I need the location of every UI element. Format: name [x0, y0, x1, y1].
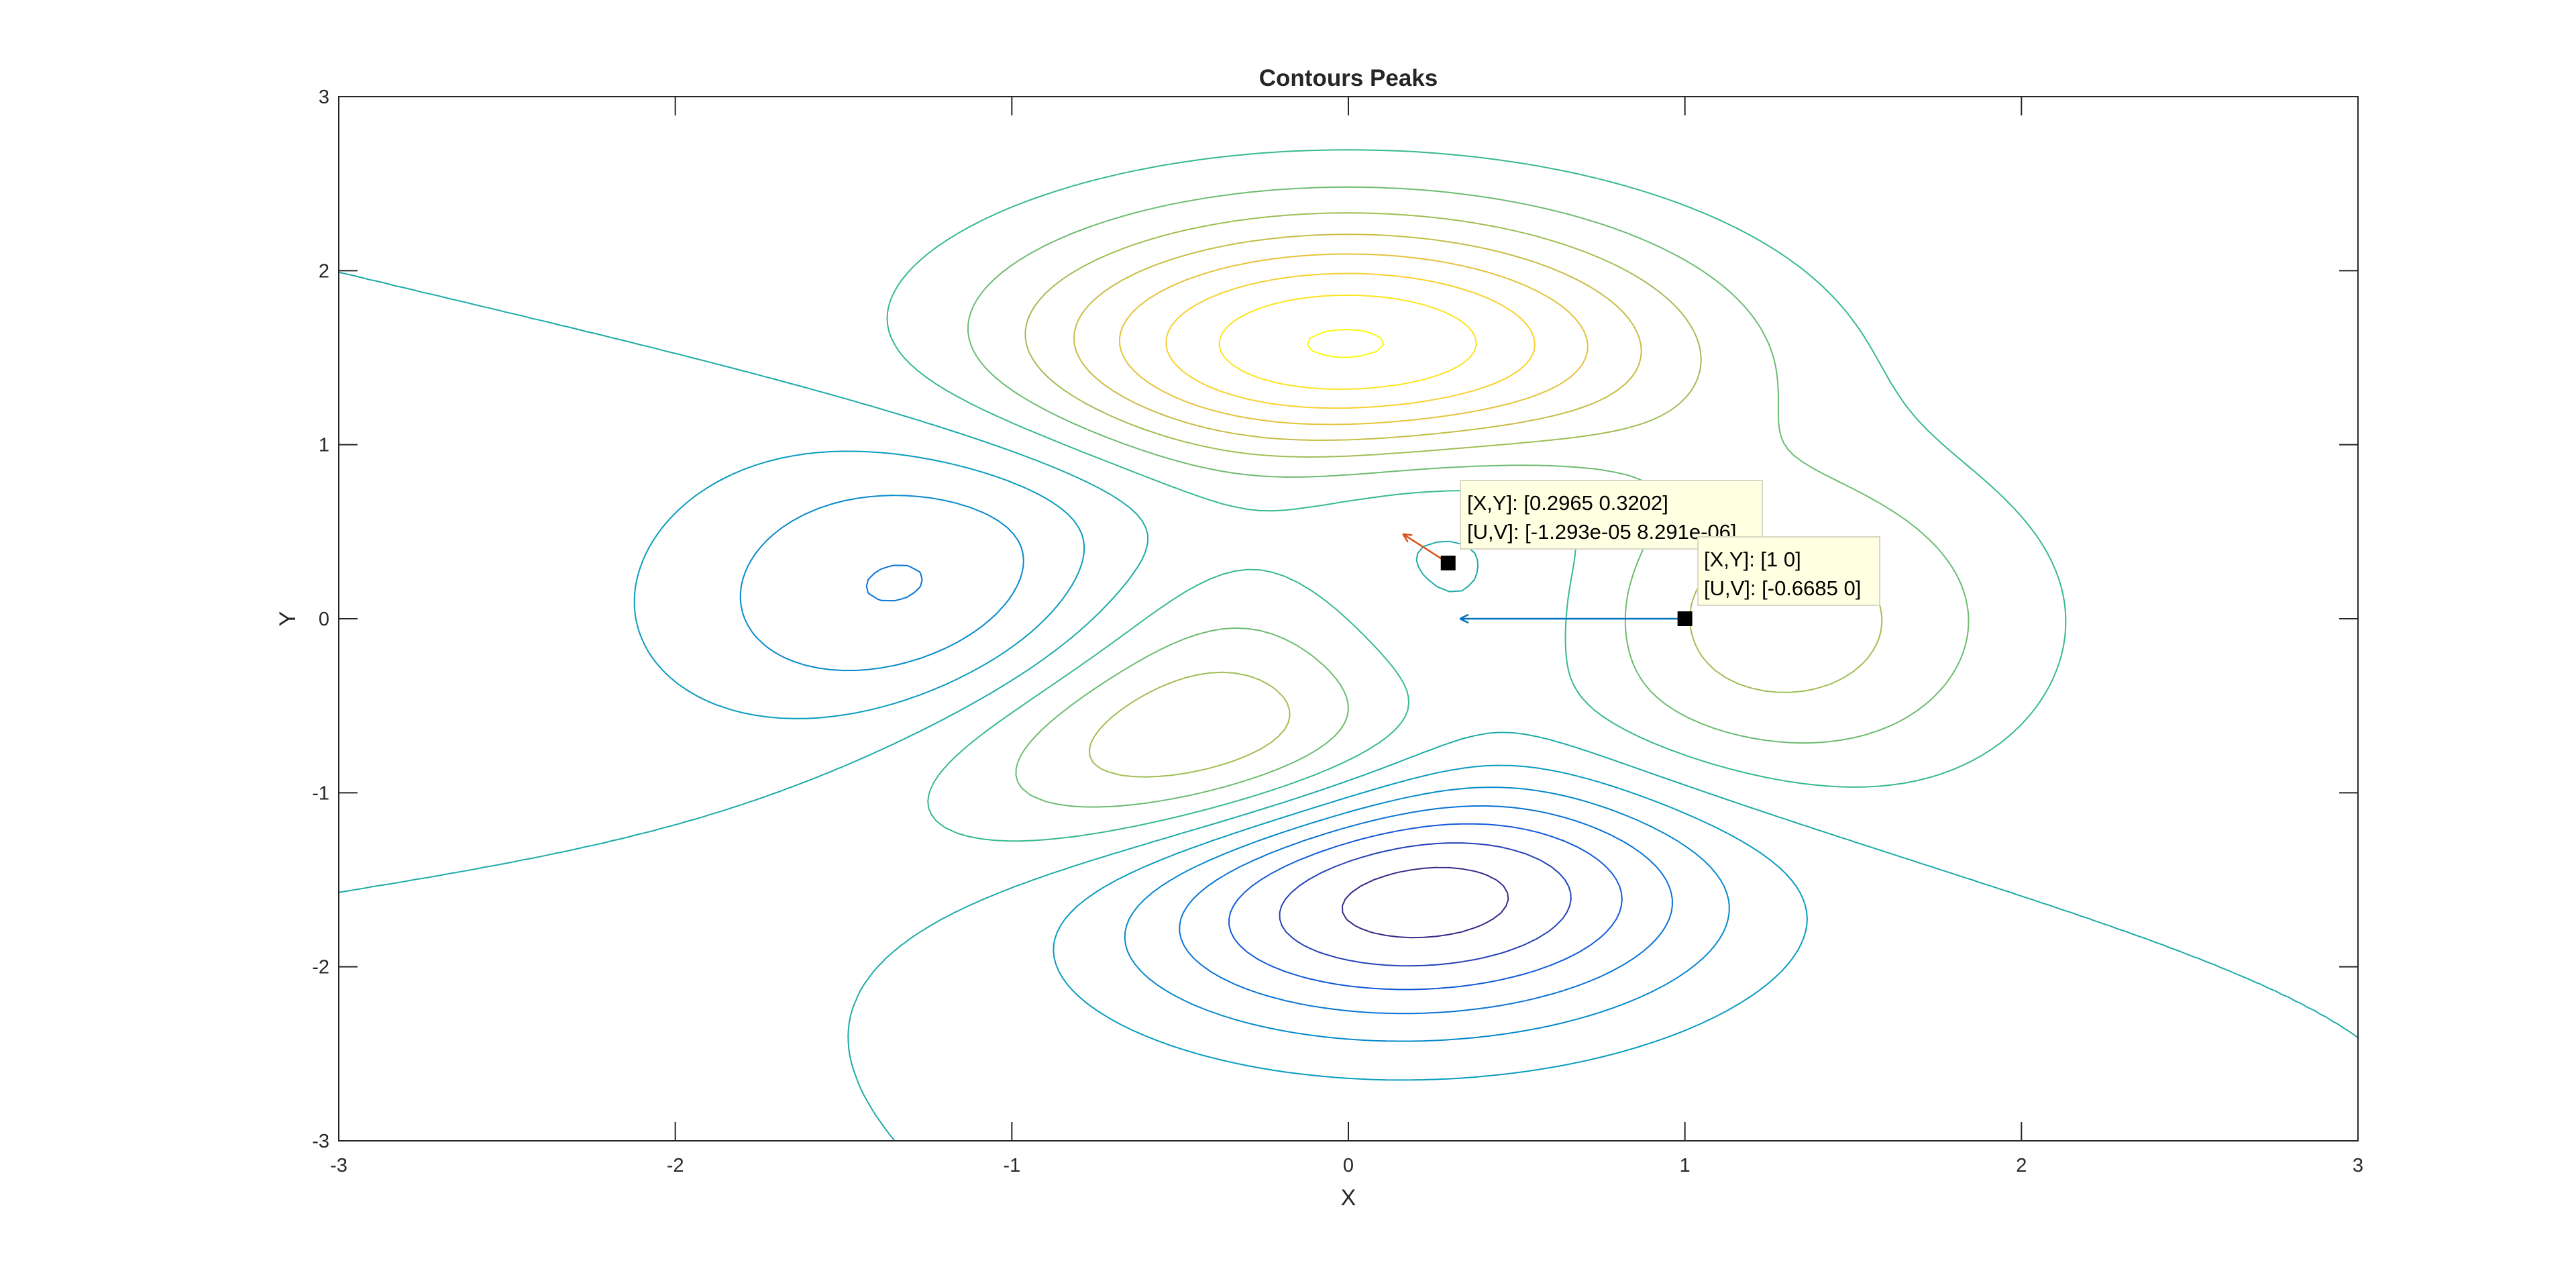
- datatip-markers: [1440, 555, 1693, 626]
- x-tick-label: -3: [330, 1155, 347, 1176]
- plot-area[interactable]: [338, 96, 2359, 1142]
- plot-background: [339, 97, 2358, 1141]
- contour-lines: [338, 149, 2359, 1142]
- x-tick-label: 3: [2353, 1155, 2363, 1176]
- datatip-1-line2: [U,V]: [-1.293e-05 8.291e-06]: [1467, 520, 1737, 544]
- contour-level: [1342, 866, 1509, 939]
- y-tick-label: -1: [312, 782, 329, 804]
- vector-arrowhead-2: [1459, 613, 1469, 624]
- vector-arrow-1: [1402, 533, 1449, 564]
- contour-level: [1279, 842, 1572, 967]
- x-tick-label: -2: [667, 1155, 684, 1176]
- contour-level: [1073, 234, 1642, 441]
- tick-marks: [338, 96, 2359, 1142]
- contour-level: [1218, 294, 1477, 390]
- contour-level: [865, 564, 1673, 1015]
- datatip-1[interactable]: [X,Y]: [0.2965 0.3202] [U,V]: [-1.293e-0…: [1460, 480, 1763, 550]
- x-axis-label: X: [1341, 1185, 1356, 1211]
- contour-level: [1165, 272, 1536, 409]
- chart-title: Contours Peaks: [1259, 65, 1438, 91]
- y-tick-label: 1: [319, 435, 329, 456]
- x-tick-label: -1: [1003, 1155, 1020, 1176]
- contour-level: [633, 450, 1808, 1081]
- contour-level: [739, 495, 1730, 1042]
- y-tick-label: -3: [312, 1131, 329, 1152]
- vector-arrowhead-1: [1402, 533, 1413, 543]
- datatip-2-line2: [U,V]: [-0.6685 0]: [1704, 576, 1861, 600]
- y-tick-label: -2: [312, 957, 329, 978]
- contour-level: [1228, 823, 1623, 991]
- datatip-2-box: [1697, 536, 1880, 606]
- x-tick-label: 1: [1680, 1155, 1690, 1176]
- datatip-2-line1: [X,Y]: [1 0]: [1704, 548, 1801, 571]
- datatip-2[interactable]: [X,Y]: [1 0] [U,V]: [-0.6685 0]: [1697, 536, 1880, 606]
- y-tick-label: 0: [319, 609, 329, 630]
- y-tick-label: 3: [319, 87, 329, 108]
- contour-level: [1306, 329, 1385, 358]
- datatip-marker-2[interactable]: [1677, 611, 1693, 626]
- x-tick-label: 0: [1343, 1155, 1354, 1176]
- x-tick-label: 2: [2016, 1155, 2027, 1176]
- y-tick-labels: -3 -2 -1 0 1 2 3: [312, 87, 329, 1152]
- contour-level: [967, 186, 1970, 808]
- y-tick-label: 2: [319, 260, 329, 282]
- datatip-marker-1[interactable]: [1440, 555, 1456, 570]
- contour-level: [1119, 253, 1589, 425]
- vector-arrows: [1402, 533, 1685, 624]
- datatip-1-line1: [X,Y]: [0.2965 0.3202]: [1467, 491, 1668, 515]
- y-axis-label: Y: [275, 611, 301, 627]
- x-tick-labels: -3 -2 -1 0 1 2 3: [330, 1155, 2363, 1176]
